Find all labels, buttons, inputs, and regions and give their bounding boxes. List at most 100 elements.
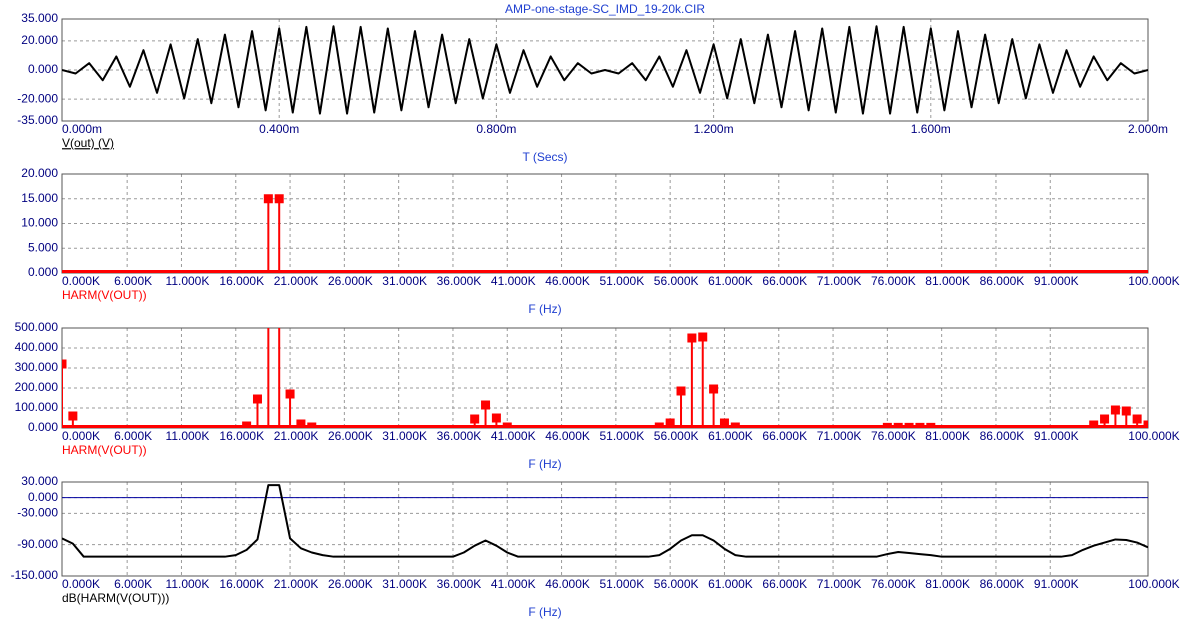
x-tick-label: 1.200m	[694, 122, 734, 136]
x-tick-label: 41.000K	[491, 274, 536, 288]
x-tick-label: 26.000K	[328, 429, 373, 443]
x-tick-label: 91.000K	[1034, 274, 1079, 288]
x-tick-label: 100.000K	[1128, 429, 1179, 443]
harmonic-stem	[263, 194, 273, 273]
x-tick-label: 0.000K	[62, 274, 100, 288]
x-tick-label: 51.000K	[600, 429, 645, 443]
harmonic-stem	[1132, 414, 1142, 428]
y-tick-label: -30.000	[17, 506, 58, 520]
x-tick-label: 21.000K	[274, 429, 319, 443]
x-tick-label: 51.000K	[600, 274, 645, 288]
x-axis-label: T (Secs)	[522, 150, 567, 164]
harmonic-stem	[62, 359, 67, 428]
y-tick-label: 100.000	[15, 400, 59, 414]
x-tick-label: 16.000K	[219, 577, 264, 591]
x-tick-label: 71.000K	[817, 429, 862, 443]
x-tick-label: 61.000K	[708, 274, 753, 288]
y-tick-label: 5.000	[28, 240, 58, 254]
x-tick-label: 0.000K	[62, 577, 100, 591]
harmonic-stem	[730, 422, 740, 428]
harmonic-stem	[926, 422, 936, 428]
x-tick-label: 21.000K	[274, 274, 319, 288]
harmonic-stem	[502, 422, 512, 428]
x-tick-label: 76.000K	[871, 577, 916, 591]
x-tick-label: 31.000K	[382, 429, 427, 443]
x-axis-label: F (Hz)	[528, 302, 561, 316]
harmonic-stem	[904, 422, 914, 428]
x-tick-label: 76.000K	[871, 274, 916, 288]
harmonic-stem	[307, 422, 317, 428]
y-tick-label: -150.000	[11, 568, 59, 582]
x-tick-label: 41.000K	[491, 577, 536, 591]
y-tick-label: 0.000	[28, 265, 58, 279]
harmonic-stem	[1100, 414, 1110, 428]
harmonic-stem	[1121, 406, 1131, 428]
x-tick-label: 100.000K	[1128, 577, 1179, 591]
y-tick-label: 35.000	[21, 11, 58, 25]
harmonic-stem	[654, 422, 664, 428]
x-tick-label: 46.000K	[545, 577, 590, 591]
x-tick-label: 26.000K	[328, 577, 373, 591]
x-tick-label: 86.000K	[980, 577, 1025, 591]
y-tick-label: 0.000	[28, 490, 58, 504]
plot-area	[62, 194, 1148, 273]
x-tick-label: 2.000m	[1128, 122, 1168, 136]
x-tick-label: 71.000K	[817, 577, 862, 591]
y-tick-label: 20.000	[21, 33, 58, 47]
y-tick-label: 10.000	[21, 216, 58, 230]
harmonic-stem	[698, 332, 708, 428]
plot-frame	[61, 327, 1149, 429]
x-tick-label: 86.000K	[980, 429, 1025, 443]
x-tick-label: 61.000K	[708, 577, 753, 591]
x-axis-label: F (Hz)	[528, 457, 561, 471]
harmonic-stem	[296, 419, 306, 428]
x-tick-label: 41.000K	[491, 429, 536, 443]
x-tick-label: 91.000K	[1034, 577, 1079, 591]
harmonic-stem	[665, 418, 675, 428]
y-tick-label: 300.000	[15, 360, 59, 374]
y-tick-label: 500.000	[15, 320, 59, 334]
x-tick-label: 56.000K	[654, 577, 699, 591]
plot-area	[62, 25, 1148, 115]
x-tick-label: 0.800m	[476, 122, 516, 136]
harmonic-stem	[68, 411, 78, 428]
x-tick-label: 56.000K	[654, 429, 699, 443]
plot-area	[62, 484, 1148, 558]
x-tick-label: 46.000K	[545, 274, 590, 288]
x-tick-label: 36.000K	[437, 577, 482, 591]
y-tick-label: -35.000	[17, 113, 58, 127]
harmonic-stem	[709, 384, 719, 428]
x-tick-label: 31.000K	[382, 274, 427, 288]
x-tick-label: 81.000K	[925, 274, 970, 288]
harmonic-stem	[676, 386, 686, 428]
x-tick-label: 21.000K	[274, 577, 319, 591]
x-tick-label: 31.000K	[382, 577, 427, 591]
x-tick-label: 11.000K	[166, 429, 210, 443]
y-tick-label: 20.000	[21, 166, 58, 180]
harmonic-stem	[893, 422, 903, 428]
x-tick-label: 11.000K	[166, 577, 210, 591]
y-tick-label: 30.000	[21, 474, 58, 488]
harmonic-stem	[252, 394, 262, 428]
x-tick-label: 11.000K	[166, 274, 210, 288]
x-tick-label: 16.000K	[219, 274, 264, 288]
x-tick-label: 6.000K	[114, 274, 152, 288]
x-tick-label: 6.000K	[114, 577, 152, 591]
series-label: dB(HARM(V(OUT)))	[62, 591, 169, 605]
harmonic-stem	[242, 421, 252, 428]
x-tick-label: 56.000K	[654, 274, 699, 288]
x-tick-label: 100.000K	[1128, 274, 1179, 288]
x-tick-label: 66.000K	[762, 429, 807, 443]
y-tick-label: 15.000	[21, 191, 58, 205]
harmonic-stem	[274, 194, 284, 273]
x-tick-label: 91.000K	[1034, 429, 1079, 443]
harmonic-stem	[882, 422, 892, 428]
plot-area	[62, 328, 1148, 428]
harmonic-stem	[1143, 420, 1148, 428]
x-tick-label: 66.000K	[762, 577, 807, 591]
x-tick-label: 0.000K	[62, 429, 100, 443]
plot-title: AMP-one-stage-SC_IMD_19-20k.CIR	[505, 2, 705, 16]
x-tick-label: 81.000K	[925, 577, 970, 591]
y-tick-label: 0.000	[28, 62, 58, 76]
